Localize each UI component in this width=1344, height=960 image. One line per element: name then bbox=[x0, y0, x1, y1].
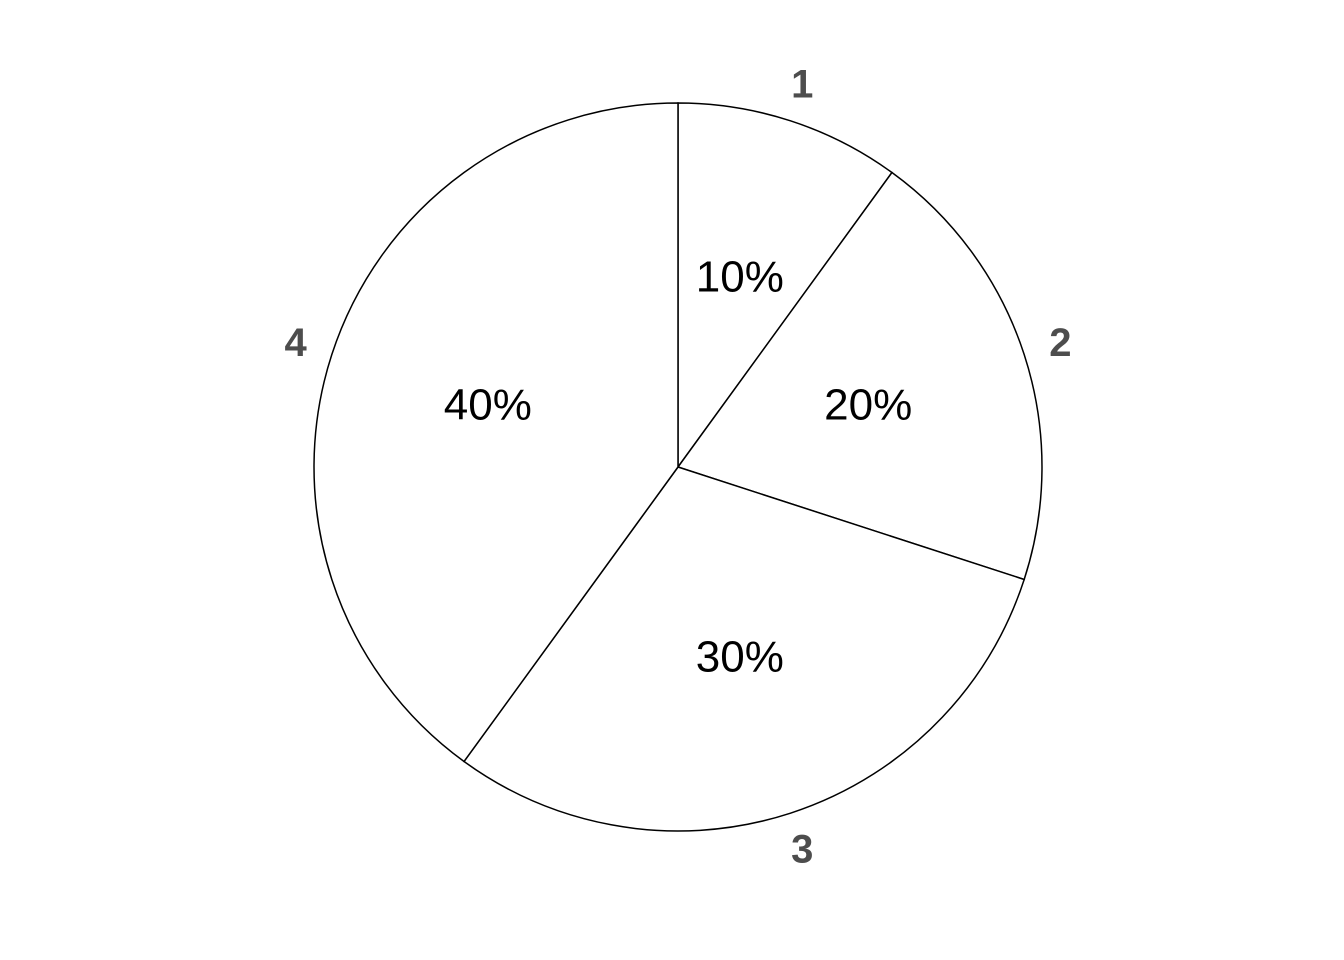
pie-category-label-1: 1 bbox=[791, 63, 813, 107]
pie-category-label-2: 2 bbox=[1049, 321, 1071, 365]
pie-category-label-4: 4 bbox=[285, 321, 308, 365]
pie-value-label-4: 40% bbox=[444, 381, 532, 430]
pie-value-label-3: 30% bbox=[696, 633, 784, 682]
pie-value-label-2: 20% bbox=[824, 381, 912, 430]
pie-slices bbox=[314, 103, 1042, 831]
pie-value-label-1: 10% bbox=[696, 252, 784, 301]
pie-category-label-3: 3 bbox=[791, 827, 813, 871]
